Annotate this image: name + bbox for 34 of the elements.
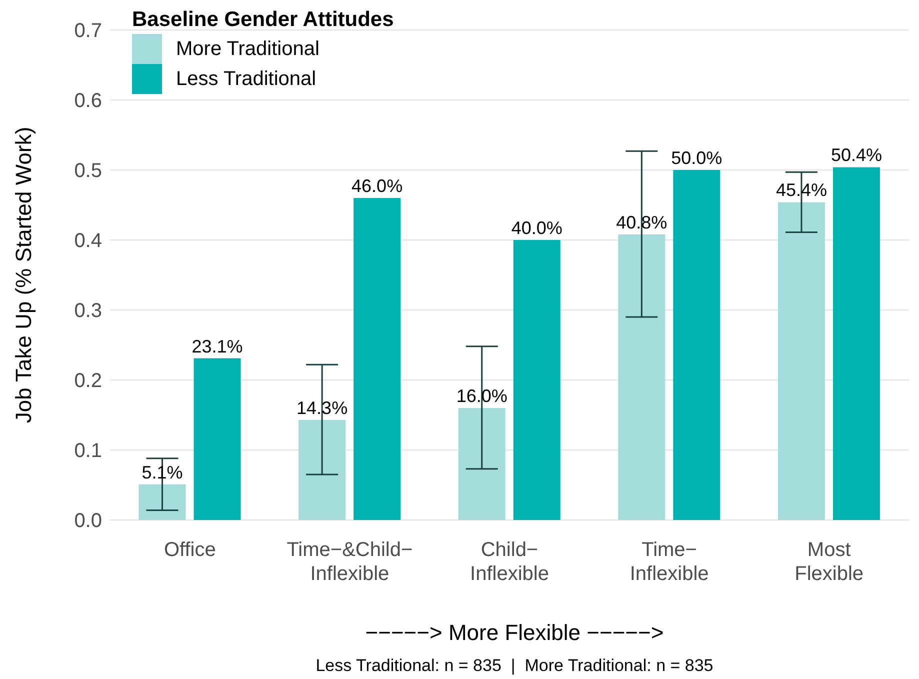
x-tick-label: Time− Inflexible xyxy=(630,539,709,585)
bar xyxy=(513,240,560,520)
y-tick-label: 0.3 xyxy=(74,300,102,322)
bar xyxy=(138,484,186,520)
legend-label: More Traditional xyxy=(176,38,320,60)
y-tick-label: 0.4 xyxy=(74,230,102,252)
bar xyxy=(778,202,825,520)
legend-label: Less Traditional xyxy=(176,68,316,90)
legend-title: Baseline Gender Attitudes xyxy=(132,8,394,32)
bar xyxy=(298,420,346,520)
text: Less Traditional: n = 835 | More Traditional: n = 835 xyxy=(314,656,714,676)
bar xyxy=(354,198,401,520)
bar xyxy=(832,167,880,520)
data-label: 46.0% xyxy=(352,176,403,196)
bar xyxy=(194,358,241,520)
x-tick-label: Office xyxy=(164,539,216,561)
bar xyxy=(618,234,666,520)
x-tick-label: Child− Inflexible xyxy=(470,539,549,585)
data-label: 50.0% xyxy=(671,148,722,168)
x-tick-label: Time−&Child− Inflexible xyxy=(286,539,413,585)
data-label: 50.4% xyxy=(830,145,882,166)
y-tick-label: 0.5 xyxy=(74,160,102,182)
bar xyxy=(673,170,720,520)
bar xyxy=(458,408,506,520)
data-label: 40.0% xyxy=(511,218,562,238)
data-label: 23.1% xyxy=(192,336,243,356)
y-tick-label: 0.7 xyxy=(74,20,102,42)
y-axis-title: Job Take Up (% Started Work) xyxy=(10,126,36,424)
x-tick-label: Most Flexible xyxy=(794,539,864,585)
y-tick-label: 0.0 xyxy=(74,510,102,532)
y-tick-label: 0.2 xyxy=(74,370,102,392)
y-tick-label: 0.6 xyxy=(74,90,102,112)
x-axis-title: −−−−−> More Flexible −−−−−> xyxy=(364,620,665,646)
y-tick-label: 0.1 xyxy=(74,440,102,462)
